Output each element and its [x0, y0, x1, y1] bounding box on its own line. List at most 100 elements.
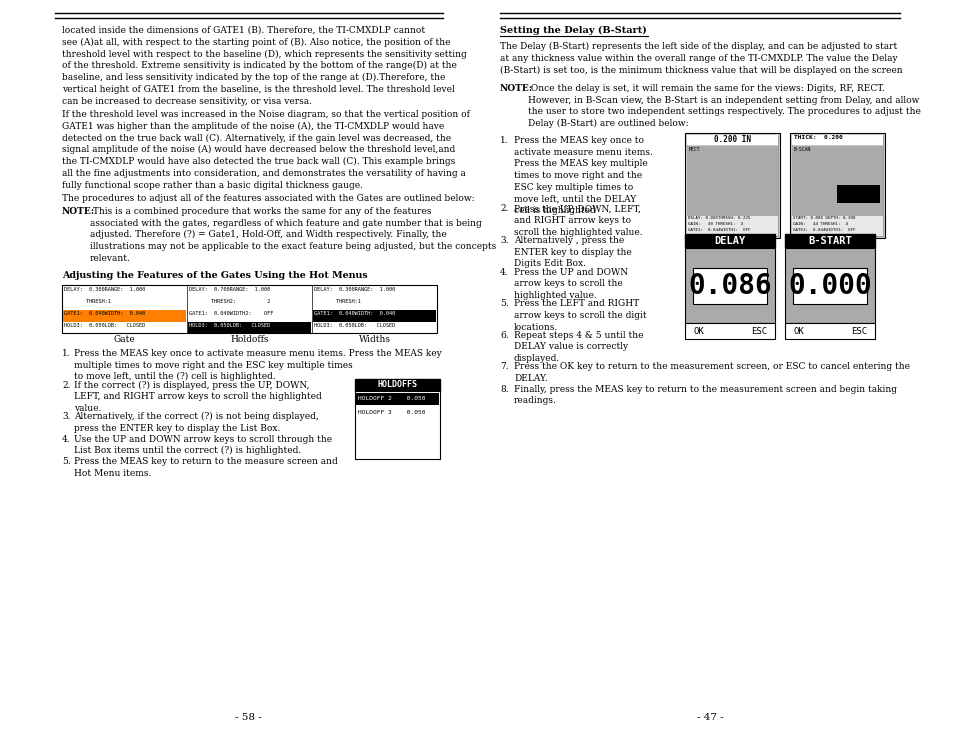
- Text: HOLD3:  0.050LOB:   CLOSED: HOLD3: 0.050LOB: CLOSED: [64, 323, 145, 328]
- Text: START: 0.000 DEPTH: 0.300: START: 0.000 DEPTH: 0.300: [792, 216, 855, 220]
- Text: 3.: 3.: [62, 413, 71, 421]
- Text: DELAY:  0.700RANGE:  1.000: DELAY: 0.700RANGE: 1.000: [189, 287, 270, 292]
- Text: 8.: 8.: [499, 384, 508, 394]
- Text: Repeat steps 4 & 5 until the
DELAY value is correctly
displayed.: Repeat steps 4 & 5 until the DELAY value…: [514, 331, 643, 363]
- Text: B-SCAN: B-SCAN: [793, 147, 810, 152]
- Text: HOLD1:  OFFLOG:  CLOSED: HOLD1: OFFLOG: CLOSED: [687, 234, 744, 238]
- Text: 7.: 7.: [499, 362, 508, 371]
- Bar: [684, 248, 774, 323]
- Text: 0.200 IN: 0.200 IN: [713, 135, 750, 144]
- Bar: [62, 285, 436, 333]
- Text: DELAY:  0.300RANGE:  1.000: DELAY: 0.300RANGE: 1.000: [64, 287, 145, 292]
- Text: GATE1:  0.040WIDTH2:    OFF: GATE1: 0.040WIDTH2: OFF: [189, 311, 274, 316]
- Text: 0.000: 0.000: [787, 272, 871, 300]
- Bar: [791, 135, 882, 145]
- Text: OK: OK: [793, 326, 803, 336]
- Text: Alternatively, if the correct (?) is not being displayed,
press the ENTER key to: Alternatively, if the correct (?) is not…: [74, 413, 318, 433]
- Bar: [63, 310, 186, 322]
- Text: NOTE:: NOTE:: [499, 84, 533, 93]
- Text: 0.086: 0.086: [687, 272, 771, 300]
- Text: 2.: 2.: [499, 204, 508, 213]
- Bar: [692, 267, 766, 303]
- Text: Setting the Delay (B-Start): Setting the Delay (B-Start): [499, 26, 646, 35]
- Text: If the threshold level was increased in the Noise diagram, so that the vertical : If the threshold level was increased in …: [62, 110, 470, 190]
- Bar: [313, 310, 436, 322]
- Text: GAIN:   40 THRESH1:  4: GAIN: 40 THRESH1: 4: [687, 222, 742, 226]
- Bar: [789, 133, 884, 238]
- Text: The procedures to adjust all of the features associated with the Gates are outli: The procedures to adjust all of the feat…: [62, 194, 475, 203]
- Text: Press the MEAS key once to
activate measure menu items.
Press the MEAS key multi: Press the MEAS key once to activate meas…: [514, 136, 652, 215]
- Text: The Delay (B-Start) represents the left side of the display, and can be adjusted: The Delay (B-Start) represents the left …: [499, 42, 902, 75]
- Text: Use the UP and DOWN arrow keys to scroll through the
List Box items until the co: Use the UP and DOWN arrow keys to scroll…: [74, 435, 332, 455]
- Text: This is a combined procedure that works the same for any of the features
associa: This is a combined procedure that works …: [90, 207, 496, 263]
- Text: Press the MEAS key to return to the measure screen and
Hot Menu items.: Press the MEAS key to return to the meas…: [74, 457, 337, 477]
- Bar: [784, 248, 874, 323]
- Text: located inside the dimensions of GATE1 (B). Therefore, the TI-CMXDLP cannot
see : located inside the dimensions of GATE1 (…: [62, 26, 466, 106]
- Text: 1.: 1.: [62, 349, 71, 358]
- Text: THRESH2:          2: THRESH2: 2: [189, 299, 270, 304]
- Text: Alternatively , press the
ENTER key to display the
Digits Edit Box.: Alternatively , press the ENTER key to d…: [514, 236, 631, 269]
- Bar: [836, 185, 879, 203]
- Bar: [355, 379, 439, 390]
- Text: OK: OK: [693, 326, 703, 336]
- Text: ESC: ESC: [750, 326, 766, 336]
- Text: ESC: ESC: [850, 326, 866, 336]
- Text: - 58 -: - 58 -: [234, 713, 261, 722]
- Text: HOLDOFF 2    0.050: HOLDOFF 2 0.050: [357, 396, 425, 401]
- Text: Press the MEAS key once to activate measure menu items. Press the MEAS key
multi: Press the MEAS key once to activate meas…: [74, 349, 441, 382]
- Bar: [684, 323, 774, 339]
- Bar: [686, 135, 778, 236]
- Text: B-START: B-START: [807, 236, 851, 246]
- Bar: [784, 234, 874, 248]
- Text: Once the delay is set, it will remain the same for the views: Digits, RF, RECT.
: Once the delay is set, it will remain th…: [527, 84, 920, 128]
- Bar: [684, 234, 774, 248]
- Text: GATE1:  0.040WIDTH:  0.040: GATE1: 0.040WIDTH: 0.040: [64, 311, 145, 316]
- Bar: [791, 135, 882, 236]
- Text: - 47 -: - 47 -: [696, 713, 722, 722]
- Text: NOTE:: NOTE:: [62, 207, 95, 216]
- Text: Adjusting the Features of the Gates Using the Hot Menus: Adjusting the Features of the Gates Usin…: [62, 271, 367, 280]
- Bar: [792, 267, 866, 303]
- Text: 5.: 5.: [62, 457, 71, 466]
- Text: Press the UP and DOWN
arrow keys to scroll the
highlighted value.: Press the UP and DOWN arrow keys to scro…: [514, 268, 627, 300]
- Bar: [791, 146, 882, 216]
- Text: GATE1:  0.040WIDTH:  0.040: GATE1: 0.040WIDTH: 0.040: [314, 311, 395, 316]
- Bar: [686, 135, 778, 145]
- Text: If the correct (?) is displayed, press the UP, DOWN,
LEFT, and RIGHT arrow keys : If the correct (?) is displayed, press t…: [74, 381, 321, 413]
- Text: 1.: 1.: [499, 136, 508, 145]
- Text: 2.: 2.: [62, 381, 71, 390]
- Text: 4.: 4.: [62, 435, 71, 444]
- Text: Finally, press the MEAS key to return to the measurement screen and begin taking: Finally, press the MEAS key to return to…: [514, 384, 896, 405]
- Bar: [686, 146, 778, 216]
- Text: Press the UP, DOWN, LEFT,
and RIGHT arrow keys to
scroll the highlighted value.: Press the UP, DOWN, LEFT, and RIGHT arro…: [514, 204, 642, 237]
- Text: 3.: 3.: [499, 236, 508, 245]
- Text: Press the LEFT and RIGHT
arrow keys to scroll the digit
locations.: Press the LEFT and RIGHT arrow keys to s…: [514, 299, 646, 331]
- Text: DELAY:  0.300RANGE:  1.000: DELAY: 0.300RANGE: 1.000: [314, 287, 395, 292]
- Bar: [791, 216, 882, 236]
- Text: GATE1:  0.044WIDTH1:  OFF: GATE1: 0.044WIDTH1: OFF: [687, 228, 750, 232]
- Bar: [686, 216, 778, 236]
- Text: 4.: 4.: [499, 268, 508, 277]
- Text: Widths: Widths: [358, 335, 390, 344]
- Text: HOLD3:  0.050LOB:   CLOSED: HOLD3: 0.050LOB: CLOSED: [314, 323, 395, 328]
- Text: 6.: 6.: [499, 331, 508, 339]
- Text: Press the OK key to return to the measurement screen, or ESC to cancel entering : Press the OK key to return to the measur…: [514, 362, 909, 383]
- Text: THRESH:1: THRESH:1: [64, 299, 111, 304]
- Text: Holdoffs: Holdoffs: [230, 335, 269, 344]
- Text: HOLD1:  OFFLOG:  CLOSED: HOLD1: OFFLOG: CLOSED: [792, 234, 850, 238]
- Text: THICK:  0.200: THICK: 0.200: [793, 135, 841, 140]
- Text: HOLD3:  0.050LOB:   CLOSED: HOLD3: 0.050LOB: CLOSED: [189, 323, 270, 328]
- Text: DELAY: DELAY: [714, 236, 745, 246]
- Text: GAIN:   44 THRESH1:  4: GAIN: 44 THRESH1: 4: [792, 222, 847, 226]
- Text: RECT: RECT: [688, 147, 700, 152]
- Text: THRESH:1: THRESH:1: [314, 299, 360, 304]
- Bar: [355, 390, 439, 458]
- Bar: [188, 323, 311, 334]
- Text: GATE1:  0.044WIDTH1:  OFF: GATE1: 0.044WIDTH1: OFF: [792, 228, 855, 232]
- Text: 5.: 5.: [499, 299, 508, 308]
- Text: HOLDOFF 3    0.050: HOLDOFF 3 0.050: [357, 410, 425, 415]
- Text: HOLDOFFS: HOLDOFFS: [377, 380, 417, 389]
- Bar: [355, 393, 438, 404]
- Bar: [784, 323, 874, 339]
- Bar: [684, 133, 780, 238]
